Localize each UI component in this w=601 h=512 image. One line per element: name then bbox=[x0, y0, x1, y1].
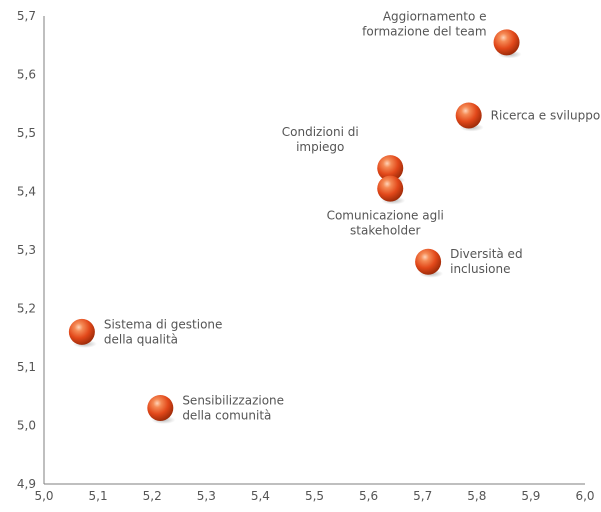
data-point bbox=[415, 248, 444, 278]
y-tick-labels: 4,9 5,0 5,1 5,2 5,3 5,4 5,5 5,6 5,7 bbox=[17, 9, 36, 491]
point-label: Aggiornamento e formazione del team bbox=[362, 9, 486, 38]
point-label-line: stakeholder bbox=[350, 224, 420, 238]
point-label-line: Sensibilizzazione bbox=[182, 393, 284, 407]
point-label-line: Condizioni di bbox=[282, 125, 359, 139]
data-point bbox=[147, 394, 176, 424]
x-tick-label: 6,0 bbox=[575, 489, 594, 503]
x-tick-label: 5,9 bbox=[521, 489, 540, 503]
y-tick-label: 5,4 bbox=[17, 185, 36, 199]
point-marker bbox=[493, 29, 520, 56]
point-label-line: Ricerca e sviluppo bbox=[491, 108, 601, 122]
data-point bbox=[377, 175, 406, 205]
x-tick-label: 5,5 bbox=[305, 489, 324, 503]
x-tick-label: 5,1 bbox=[89, 489, 108, 503]
point-label: Sensibilizzazione della comunità bbox=[182, 393, 284, 422]
data-point bbox=[455, 102, 484, 132]
point-label-line: Diversità ed bbox=[450, 247, 522, 261]
point-labels: Sistema di gestione della qualità Sensibil… bbox=[104, 9, 600, 422]
y-tick-label: 5,3 bbox=[17, 243, 36, 257]
x-tick-labels: 5,0 5,1 5,2 5,3 5,4 5,5 5,6 5,7 5,8 5,9 6,0 bbox=[34, 489, 594, 503]
x-tick-label: 5,8 bbox=[467, 489, 486, 503]
point-label-line: Aggiornamento e bbox=[383, 9, 487, 23]
x-tick-label: 5,6 bbox=[359, 489, 378, 503]
point-label-line: della comunità bbox=[182, 408, 271, 422]
point-label: Comunicazione agli stakeholder bbox=[327, 209, 444, 238]
point-label: Condizioni di impiego bbox=[282, 125, 359, 154]
data-point bbox=[493, 29, 522, 59]
y-tick-label: 5,7 bbox=[17, 9, 36, 23]
x-tick-label: 5,4 bbox=[251, 489, 270, 503]
y-tick-label: 5,0 bbox=[17, 419, 36, 433]
x-tick-label: 5,3 bbox=[197, 489, 216, 503]
x-tick-label: 5,2 bbox=[143, 489, 162, 503]
x-tick-label: 5,7 bbox=[413, 489, 432, 503]
point-marker bbox=[415, 248, 442, 275]
point-label-line: della qualità bbox=[104, 332, 178, 346]
y-tick-label: 5,6 bbox=[17, 68, 36, 82]
data-point bbox=[68, 318, 97, 348]
point-marker bbox=[377, 175, 404, 202]
point-label-line: inclusione bbox=[450, 262, 510, 276]
point-marker bbox=[147, 394, 174, 421]
point-label: Ricerca e sviluppo bbox=[491, 108, 601, 122]
point-marker bbox=[377, 155, 404, 182]
point-label-line: Comunicazione agli bbox=[327, 209, 444, 223]
point-marker bbox=[455, 102, 482, 129]
y-tick-label: 5,5 bbox=[17, 126, 36, 140]
y-tick-label: 5,2 bbox=[17, 302, 36, 316]
y-tick-label: 5,1 bbox=[17, 360, 36, 374]
point-label: Diversità ed inclusione bbox=[450, 247, 522, 276]
data-points bbox=[68, 29, 522, 424]
x-tick-label: 5,0 bbox=[34, 489, 53, 503]
y-tick-label: 4,9 bbox=[17, 477, 36, 491]
point-label: Sistema di gestione della qualità bbox=[104, 317, 223, 346]
point-label-line: Sistema di gestione bbox=[104, 317, 223, 331]
point-label-line: impiego bbox=[296, 140, 344, 154]
point-marker bbox=[68, 318, 95, 345]
point-label-line: formazione del team bbox=[362, 24, 486, 38]
